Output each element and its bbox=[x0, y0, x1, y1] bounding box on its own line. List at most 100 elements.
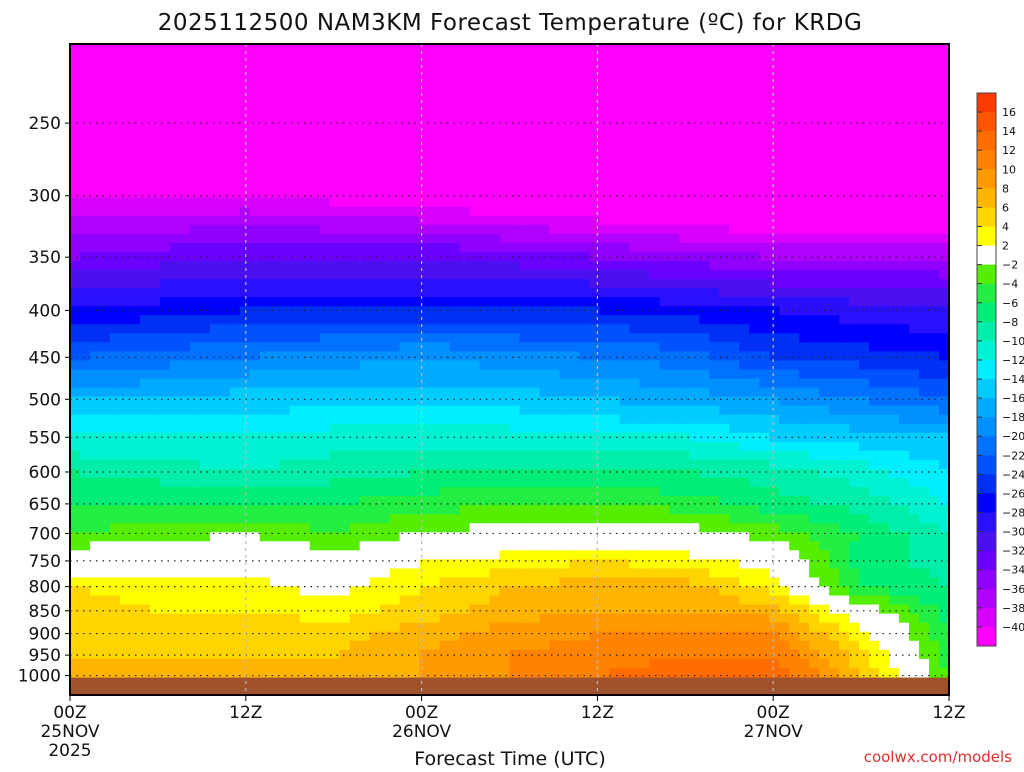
heatmap-cell bbox=[329, 215, 341, 226]
heatmap-cell bbox=[939, 306, 950, 316]
heatmap-cell bbox=[909, 143, 920, 154]
heatmap-cell bbox=[209, 450, 221, 461]
heatmap-cell bbox=[529, 161, 541, 172]
heatmap-cell bbox=[649, 53, 660, 63]
heatmap-cell bbox=[419, 351, 431, 362]
heatmap-cell bbox=[249, 224, 261, 235]
heatmap-cell bbox=[759, 423, 770, 434]
heatmap-cell bbox=[699, 80, 710, 90]
heatmap-cell bbox=[249, 197, 261, 208]
heatmap-cell bbox=[369, 179, 381, 190]
heatmap-cell bbox=[669, 459, 680, 470]
heatmap-cell bbox=[89, 279, 101, 289]
heatmap-cell bbox=[789, 53, 800, 63]
heatmap-cell bbox=[179, 98, 191, 108]
heatmap-cell bbox=[489, 288, 501, 298]
heatmap-cell bbox=[159, 306, 171, 316]
heatmap-cell bbox=[169, 116, 181, 126]
heatmap-cell bbox=[149, 279, 161, 289]
heatmap-cell bbox=[719, 378, 730, 389]
heatmap-cell bbox=[579, 161, 591, 172]
heatmap-cell bbox=[459, 270, 471, 280]
heatmap-cell bbox=[249, 378, 261, 389]
heatmap-cell bbox=[299, 188, 311, 199]
heatmap-cell bbox=[109, 414, 121, 425]
heatmap-cell bbox=[229, 134, 241, 145]
heatmap-cell bbox=[89, 541, 101, 551]
heatmap-cell bbox=[339, 44, 351, 54]
heatmap-cell bbox=[359, 432, 371, 443]
heatmap-cell bbox=[439, 514, 451, 524]
heatmap-cell bbox=[579, 53, 591, 63]
heatmap-cell bbox=[159, 324, 171, 334]
heatmap-cell bbox=[279, 351, 291, 362]
heatmap-cell bbox=[529, 233, 541, 244]
heatmap-cell bbox=[259, 44, 271, 54]
heatmap-cell bbox=[199, 541, 211, 551]
heatmap-cell bbox=[909, 215, 920, 226]
heatmap-cell bbox=[619, 351, 630, 362]
heatmap-cell bbox=[309, 532, 321, 542]
heatmap-cell bbox=[659, 441, 670, 452]
heatmap-cell bbox=[829, 89, 840, 99]
heatmap-cell bbox=[489, 514, 501, 524]
heatmap-cell bbox=[689, 143, 700, 154]
heatmap-cell bbox=[439, 532, 451, 542]
heatmap-cell bbox=[149, 423, 161, 434]
heatmap-cell bbox=[879, 44, 890, 54]
heatmap-cell bbox=[759, 306, 770, 316]
heatmap-cell bbox=[239, 62, 251, 72]
heatmap-cell bbox=[499, 179, 511, 190]
heatmap-cell bbox=[539, 233, 551, 244]
heatmap-cell bbox=[519, 306, 531, 316]
heatmap-cell bbox=[719, 360, 730, 371]
heatmap-cell bbox=[689, 279, 700, 289]
heatmap-cell bbox=[189, 71, 201, 81]
heatmap-cell bbox=[539, 468, 551, 479]
heatmap-cell bbox=[299, 342, 311, 353]
heatmap-cell bbox=[779, 324, 790, 334]
heatmap-cell bbox=[769, 143, 780, 154]
heatmap-cell bbox=[899, 306, 910, 316]
heatmap-cell bbox=[359, 224, 371, 235]
heatmap-cell bbox=[289, 44, 301, 54]
heatmap-cell bbox=[569, 541, 581, 551]
heatmap-cell bbox=[569, 432, 581, 443]
heatmap-cell bbox=[659, 478, 670, 488]
heatmap-cell bbox=[109, 233, 121, 244]
heatmap-cell bbox=[79, 170, 91, 181]
heatmap-cell bbox=[429, 116, 441, 126]
heatmap-cell bbox=[509, 251, 521, 262]
heatmap-cell bbox=[89, 414, 101, 425]
heatmap-cell bbox=[429, 179, 441, 190]
heatmap-cell bbox=[259, 487, 271, 497]
heatmap-cell bbox=[99, 125, 111, 136]
heatmap-cell bbox=[339, 468, 351, 479]
heatmap-cell bbox=[719, 107, 730, 117]
heatmap-cell bbox=[79, 116, 91, 126]
heatmap-cell bbox=[899, 378, 910, 389]
heatmap-cell bbox=[399, 116, 411, 126]
heatmap-cell bbox=[109, 270, 121, 280]
heatmap-cell bbox=[389, 324, 401, 334]
heatmap-cell bbox=[349, 459, 361, 470]
heatmap-cell bbox=[789, 487, 800, 497]
heatmap-cell bbox=[199, 450, 211, 461]
heatmap-cell bbox=[89, 143, 101, 154]
heatmap-cell bbox=[239, 378, 251, 389]
heatmap-cell bbox=[809, 80, 820, 90]
heatmap-cell bbox=[849, 197, 860, 208]
heatmap-cell bbox=[159, 423, 171, 434]
heatmap-cell bbox=[509, 496, 521, 506]
heatmap-cell bbox=[629, 206, 640, 217]
heatmap-cell bbox=[569, 315, 581, 325]
heatmap-cell bbox=[159, 152, 171, 163]
heatmap-cell bbox=[239, 224, 251, 235]
heatmap-cell bbox=[899, 468, 910, 479]
heatmap-cell bbox=[659, 532, 670, 542]
heatmap-cell bbox=[249, 53, 261, 63]
heatmap-cell bbox=[749, 414, 760, 425]
heatmap-cell bbox=[629, 288, 640, 298]
heatmap-cell bbox=[939, 297, 950, 307]
heatmap-cell bbox=[349, 487, 361, 497]
